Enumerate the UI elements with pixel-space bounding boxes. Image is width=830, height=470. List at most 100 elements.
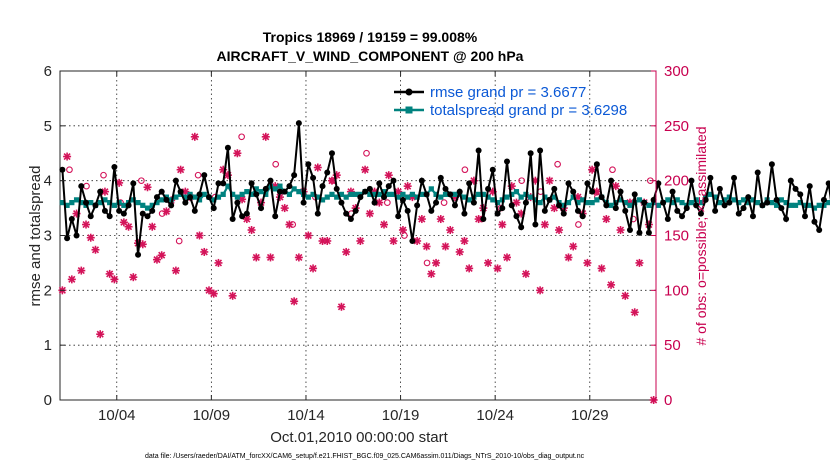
totalspread-point: [707, 191, 713, 197]
rmse-point: [532, 221, 539, 228]
obs-assimilated-stroke: [139, 240, 147, 248]
obs-assimilated-stroke: [143, 183, 152, 191]
totalspread-point: [745, 200, 751, 206]
obs-assimilated-stroke: [172, 267, 180, 275]
obs-assimilated-point: [521, 269, 530, 278]
obs-assimilated-stroke: [427, 270, 435, 278]
totalspread-point: [774, 202, 780, 208]
obs-assimilated-stroke: [295, 253, 303, 261]
obs-assimilated-point: [67, 275, 76, 284]
obs-assimilated-stroke: [621, 292, 629, 300]
rmse-point: [385, 183, 392, 190]
rmse-point: [664, 216, 671, 223]
totalspread-point: [528, 194, 534, 200]
totalspread-point: [395, 194, 401, 200]
totalspread-point: [405, 194, 411, 200]
totalspread-point: [102, 197, 108, 203]
totalspread-point: [750, 197, 756, 203]
totalspread-point: [215, 194, 222, 200]
rmse-point: [239, 213, 246, 220]
obs-assimilated-point: [607, 280, 616, 289]
totalspread-point: [258, 189, 264, 195]
obs-assimilated-point: [498, 220, 507, 229]
rmse-point: [641, 199, 648, 206]
rmse-point: [125, 202, 132, 209]
totalspread-point: [59, 200, 65, 206]
obs-assimilated-point: [569, 242, 578, 251]
y2-tick-label: 150: [664, 228, 689, 245]
obs-assimilated-point: [290, 297, 299, 306]
totalspread-point: [78, 200, 84, 206]
rmse-point: [149, 207, 156, 214]
obs-possible-point: [383, 199, 391, 206]
totalspread-point: [121, 202, 127, 208]
totalspread-point: [381, 189, 387, 195]
y-tick-label: 4: [44, 173, 52, 190]
rmse-point: [201, 172, 208, 179]
obs-assimilated-stroke: [101, 188, 109, 196]
obs-assimilated-point: [503, 253, 511, 262]
totalspread-point: [433, 191, 439, 197]
totalspread-point: [442, 191, 449, 197]
rmse-point: [191, 207, 198, 214]
totalspread-point: [537, 200, 543, 206]
totalspread-point: [698, 200, 704, 206]
totalspread-point: [551, 194, 557, 200]
y2-tick-label: 50: [664, 337, 681, 354]
totalspread-point: [617, 197, 624, 203]
rmse-point: [787, 177, 794, 184]
rmse-point: [234, 199, 241, 206]
obs-assimilated-stroke: [607, 281, 615, 289]
totalspread-point: [329, 191, 335, 197]
rmse-point: [470, 199, 477, 206]
obs-assimilated-stroke: [465, 264, 473, 272]
x-tick-label: 10/04: [98, 407, 136, 424]
rmse-point: [702, 196, 709, 203]
rmse-point: [305, 161, 312, 168]
rmse-point: [196, 191, 203, 198]
obs-assimilated-point: [309, 264, 318, 273]
obs-assimilated-point: [214, 258, 223, 267]
obs-assimilated-stroke: [456, 248, 464, 256]
obs-assimilated-point: [446, 226, 455, 235]
totalspread-point: [608, 202, 614, 208]
rmse-point: [778, 205, 785, 212]
obs-assimilated-point: [82, 220, 91, 229]
totalspread-point: [717, 200, 723, 206]
obs-assimilated-stroke: [214, 259, 223, 267]
rmse-point: [78, 183, 85, 190]
totalspread-point: [130, 197, 136, 203]
obs-assimilated-stroke: [612, 182, 620, 190]
rmse-point: [797, 191, 804, 198]
rmse-point: [650, 196, 657, 203]
rmse-point: [527, 150, 534, 157]
obs-assimilated-stroke: [437, 215, 445, 223]
rmse-point: [674, 207, 681, 214]
totalspread-point: [168, 197, 174, 203]
obs-assimilated-stroke: [432, 259, 440, 267]
obs-assimilated-stroke: [195, 231, 204, 240]
totalspread-point: [192, 194, 198, 200]
obs-assimilated-point: [361, 165, 370, 174]
obs-assimilated-point: [611, 182, 620, 191]
obs-assimilated-point: [403, 182, 412, 191]
obs-assimilated-stroke: [248, 226, 256, 234]
obs-assimilated-point: [86, 233, 95, 242]
totalspread-point: [348, 191, 354, 197]
totalspread-point: [466, 197, 472, 203]
obs-assimilated-point: [602, 215, 611, 224]
obs-assimilated-point: [195, 231, 204, 240]
obs-assimilated-stroke: [522, 270, 530, 278]
obs-assimilated-stroke: [380, 220, 388, 229]
obs-assimilated-point: [294, 253, 303, 262]
obs-assimilated-point: [110, 275, 119, 284]
obs-assimilated-stroke: [361, 166, 369, 174]
totalspread-point: [490, 197, 496, 203]
rmse-point: [485, 185, 492, 192]
obs-assimilated-point: [96, 330, 105, 339]
obs-assimilated-point: [493, 264, 502, 273]
y-tick-label: 1: [44, 337, 52, 354]
obs-possible-point: [289, 221, 297, 228]
obs-assimilated-stroke: [546, 177, 554, 185]
rmse-point: [731, 174, 738, 181]
